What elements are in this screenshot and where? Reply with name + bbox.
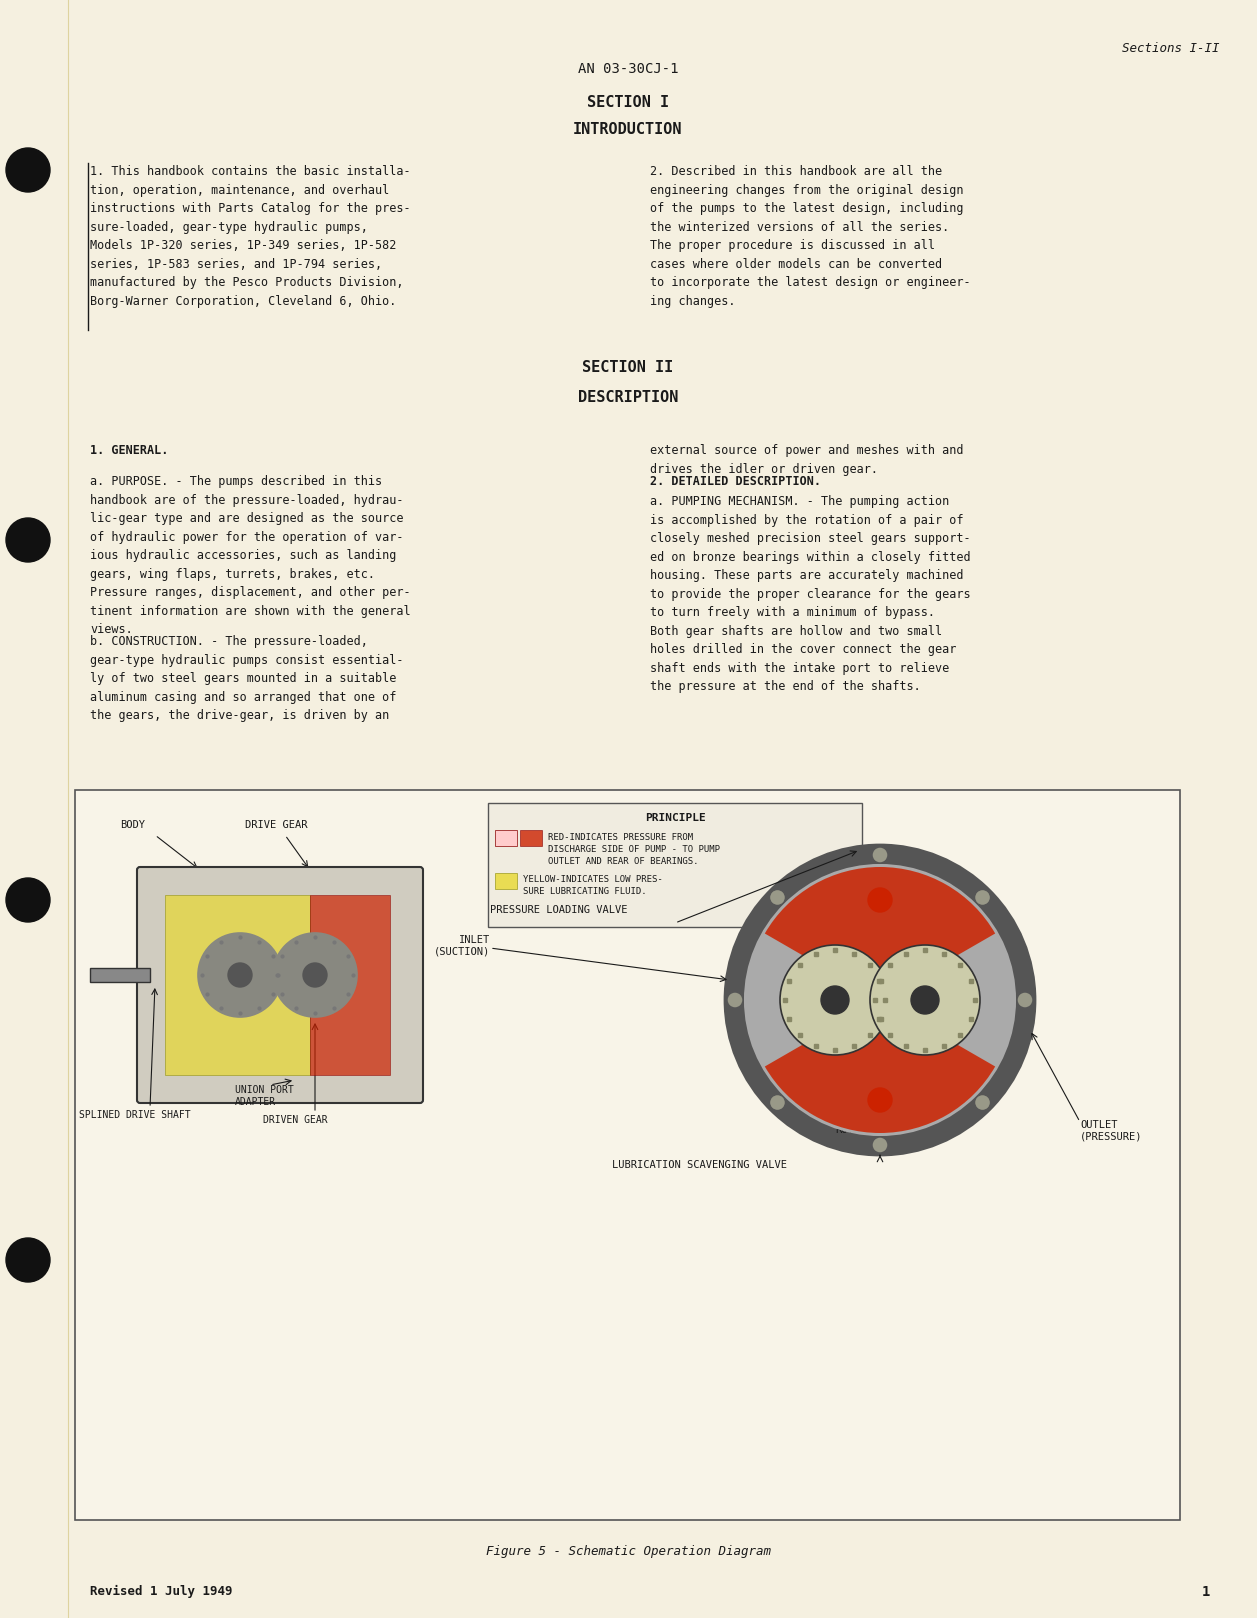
Text: ROTATION: ROTATION bbox=[835, 1125, 885, 1134]
Text: b. CONSTRUCTION. - The pressure-loaded,
gear-type hydraulic pumps consist essent: b. CONSTRUCTION. - The pressure-loaded, … bbox=[91, 634, 403, 722]
Text: 2. Described in this handbook are all the
engineering changes from the original : 2. Described in this handbook are all th… bbox=[650, 165, 970, 307]
Text: external source of power and meshes with and
drives the idler or driven gear.: external source of power and meshes with… bbox=[650, 443, 964, 476]
Circle shape bbox=[6, 147, 50, 193]
FancyBboxPatch shape bbox=[165, 895, 310, 1074]
Circle shape bbox=[6, 518, 50, 561]
Text: PRINCIPLE: PRINCIPLE bbox=[645, 812, 705, 824]
Text: AN 03-30CJ-1: AN 03-30CJ-1 bbox=[578, 61, 679, 76]
FancyBboxPatch shape bbox=[520, 830, 542, 846]
Circle shape bbox=[869, 888, 892, 913]
Text: UNION PORT
ADAPTER: UNION PORT ADAPTER bbox=[235, 1086, 294, 1107]
Text: 1. This handbook contains the basic installa-
tion, operation, maintenance, and : 1. This handbook contains the basic inst… bbox=[91, 165, 411, 307]
Circle shape bbox=[869, 1087, 892, 1112]
Text: 2. DETAILED DESCRIPTION.: 2. DETAILED DESCRIPTION. bbox=[650, 476, 821, 489]
FancyBboxPatch shape bbox=[91, 968, 150, 982]
Circle shape bbox=[6, 1238, 50, 1281]
Text: INLET
(SUCTION): INLET (SUCTION) bbox=[434, 935, 490, 956]
Text: a. PUMPING MECHANISM. - The pumping action
is accomplished by the rotation of a : a. PUMPING MECHANISM. - The pumping acti… bbox=[650, 495, 970, 693]
Circle shape bbox=[821, 985, 848, 1014]
Circle shape bbox=[6, 879, 50, 922]
Text: Figure 5 - Schematic Operation Diagram: Figure 5 - Schematic Operation Diagram bbox=[485, 1545, 771, 1558]
Circle shape bbox=[870, 945, 980, 1055]
Text: 1: 1 bbox=[1202, 1586, 1210, 1599]
Text: Revised 1 July 1949: Revised 1 July 1949 bbox=[91, 1586, 233, 1599]
FancyBboxPatch shape bbox=[495, 874, 517, 888]
FancyBboxPatch shape bbox=[75, 790, 1180, 1519]
Text: COVER: COVER bbox=[200, 870, 231, 880]
Text: 1. GENERAL.: 1. GENERAL. bbox=[91, 443, 168, 456]
Circle shape bbox=[273, 934, 357, 1018]
Circle shape bbox=[872, 846, 887, 862]
Circle shape bbox=[727, 992, 743, 1008]
FancyBboxPatch shape bbox=[488, 803, 862, 927]
Text: DESCRIPTION: DESCRIPTION bbox=[578, 390, 679, 404]
Circle shape bbox=[745, 866, 1014, 1134]
FancyBboxPatch shape bbox=[137, 867, 424, 1103]
Text: RED-INDICATES PRESSURE FROM
DISCHARGE SIDE OF PUMP - TO PUMP
OUTLET AND REAR OF : RED-INDICATES PRESSURE FROM DISCHARGE SI… bbox=[548, 833, 720, 866]
Circle shape bbox=[769, 890, 786, 906]
Text: SPLINED DRIVE SHAFT: SPLINED DRIVE SHAFT bbox=[79, 1110, 191, 1120]
Circle shape bbox=[725, 845, 1035, 1155]
Circle shape bbox=[974, 1094, 991, 1110]
Text: INTRODUCTION: INTRODUCTION bbox=[573, 121, 683, 138]
Wedge shape bbox=[764, 1000, 996, 1133]
Circle shape bbox=[911, 985, 939, 1014]
Circle shape bbox=[974, 890, 991, 906]
FancyBboxPatch shape bbox=[310, 895, 390, 1074]
Text: a. PURPOSE. - The pumps described in this
handbook are of the pressure-loaded, h: a. PURPOSE. - The pumps described in thi… bbox=[91, 476, 411, 636]
Text: DRIVEN GEAR: DRIVEN GEAR bbox=[263, 1115, 327, 1125]
FancyBboxPatch shape bbox=[495, 830, 517, 846]
Text: YELLOW-INDICATES LOW PRES-
SURE LUBRICATING FLUID.: YELLOW-INDICATES LOW PRES- SURE LUBRICAT… bbox=[523, 875, 662, 896]
Text: Sections I-II: Sections I-II bbox=[1123, 42, 1221, 55]
Circle shape bbox=[199, 934, 282, 1018]
Circle shape bbox=[303, 963, 327, 987]
Circle shape bbox=[228, 963, 251, 987]
Text: LUBRICATION SCAVENGING VALVE: LUBRICATION SCAVENGING VALVE bbox=[612, 1160, 787, 1170]
Text: SECTION II: SECTION II bbox=[582, 359, 674, 375]
Text: BODY: BODY bbox=[119, 820, 145, 830]
Text: PRESSURE LOADING VALVE: PRESSURE LOADING VALVE bbox=[490, 904, 627, 916]
Text: SECTION I: SECTION I bbox=[587, 95, 669, 110]
Circle shape bbox=[1017, 992, 1033, 1008]
Circle shape bbox=[872, 1137, 887, 1154]
Text: DRIVE GEAR: DRIVE GEAR bbox=[245, 820, 308, 830]
Wedge shape bbox=[764, 867, 996, 1000]
Circle shape bbox=[769, 1094, 786, 1110]
Text: OUTLET
(PRESSURE): OUTLET (PRESSURE) bbox=[1080, 1120, 1143, 1142]
Circle shape bbox=[781, 945, 890, 1055]
